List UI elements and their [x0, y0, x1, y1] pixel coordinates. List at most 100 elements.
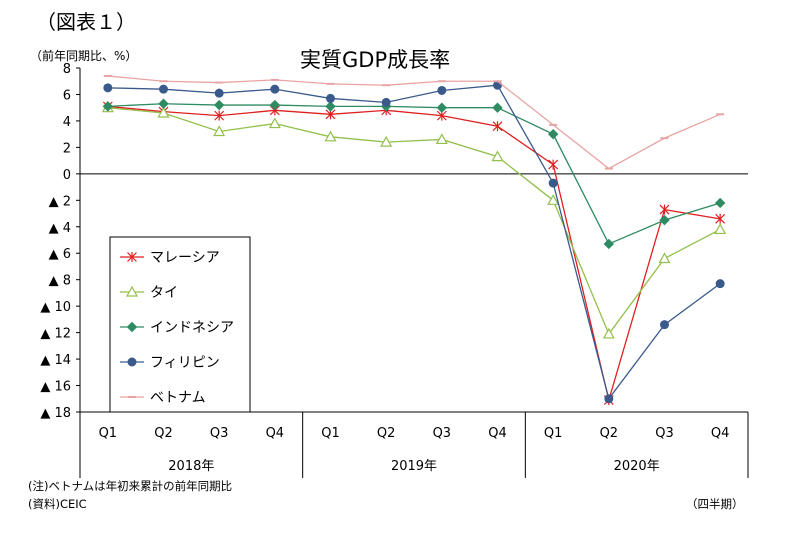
- year-group-label: 2018年: [168, 459, 214, 474]
- y-tick-label: ▲ 12: [40, 327, 71, 342]
- data-point: [715, 279, 725, 289]
- data-point: [714, 197, 726, 209]
- y-tick-label: 8: [63, 62, 71, 77]
- data-point: [715, 213, 726, 224]
- y-tick-label: ▲ 18: [40, 406, 71, 421]
- series-line: [107, 107, 721, 336]
- data-point: [659, 214, 670, 226]
- data-point: [492, 102, 503, 113]
- data-point: [603, 238, 615, 250]
- x-tick-label: Q4: [266, 426, 285, 441]
- data-point: [493, 80, 502, 90]
- data-point: [126, 321, 138, 333]
- data-point: [324, 130, 337, 142]
- data-point: [548, 159, 559, 170]
- footnote-source: (資料)CEIC: [28, 497, 87, 511]
- data-point: [326, 93, 335, 103]
- data-point: [658, 252, 671, 264]
- series-line: [107, 84, 721, 401]
- y-tick-label: ▲ 6: [49, 247, 71, 262]
- x-tick-label: Q1: [321, 426, 340, 441]
- y-tick-label: 2: [63, 141, 71, 156]
- data-point: [548, 178, 558, 188]
- legend-item: ベトナム: [120, 390, 206, 406]
- series-line: [107, 105, 721, 403]
- x-tick-label: Q4: [488, 426, 507, 441]
- y-tick-label: 6: [63, 88, 71, 103]
- legend-item: マレーシア: [120, 250, 220, 266]
- data-point: [269, 99, 281, 111]
- footnote-note: (注)ベトナムは年初来累計の前年同期比: [28, 479, 233, 493]
- series-circle: [103, 80, 725, 404]
- chart-axes: 8 6 4 2 0 ▲ 2 ▲ 4 ▲ 6 ▲ 8 ▲ 10 ▲ 12 ▲ 14 ▲ 16 ▲ 18 Q1 Q…: [40, 62, 749, 478]
- legend-label: ベトナム: [150, 390, 206, 406]
- x-tick-label: Q2: [154, 426, 173, 441]
- x-tick-label: Q2: [377, 426, 396, 441]
- y-tick-label: ▲ 10: [40, 300, 71, 315]
- x-tick-label: Q2: [600, 426, 619, 441]
- data-point: [103, 83, 113, 93]
- year-group-label: 2020年: [614, 459, 660, 474]
- data-point: [381, 97, 391, 107]
- y-tick-label: 0: [63, 168, 71, 183]
- data-point: [268, 117, 281, 129]
- y-tick-label: ▲ 4: [49, 221, 71, 236]
- series-asterisk: [102, 101, 726, 406]
- data-point: [270, 84, 280, 94]
- x-tick-label: Q3: [655, 426, 674, 441]
- legend-item: フィリピン: [120, 355, 220, 371]
- x-tick-label: Q1: [544, 426, 563, 441]
- data-point: [214, 110, 225, 121]
- series-dash: [103, 74, 725, 170]
- legend-label: インドネシア: [150, 320, 234, 336]
- period-label: （四半期）: [686, 497, 744, 511]
- y-tick-label: ▲ 16: [40, 380, 71, 395]
- data-point: [437, 85, 447, 95]
- data-point: [604, 394, 614, 404]
- data-point: [157, 106, 170, 118]
- y-tick-label: ▲ 14: [40, 353, 71, 368]
- data-point: [714, 223, 727, 235]
- x-tick-label: Q3: [433, 426, 452, 441]
- data-point: [602, 327, 615, 339]
- data-point: [547, 128, 559, 140]
- data-point: [159, 84, 168, 94]
- y-tick-label: 4: [63, 115, 71, 130]
- legend-item: インドネシア: [120, 320, 234, 336]
- legend-label: タイ: [150, 285, 178, 301]
- data-point: [102, 101, 114, 112]
- data-point: [436, 102, 448, 113]
- x-tick-label: Q1: [99, 426, 118, 441]
- data-point: [213, 99, 225, 111]
- x-tick-label: Q4: [711, 426, 730, 441]
- y-tick-label: ▲ 8: [49, 274, 71, 289]
- x-tick-label: Q3: [210, 426, 229, 441]
- data-point: [214, 88, 224, 98]
- data-point: [125, 285, 139, 297]
- data-point: [492, 121, 503, 132]
- data-point: [659, 204, 670, 215]
- data-point: [127, 252, 137, 262]
- y-tick-label: ▲ 2: [49, 194, 71, 209]
- series-line: [107, 103, 721, 245]
- chart-title: 実質GDP成長率: [300, 48, 451, 72]
- series-line: [107, 75, 721, 170]
- data-point: [158, 98, 169, 109]
- data-point: [491, 150, 504, 162]
- y-axis-unit-label: （前年同期比、%）: [30, 49, 138, 63]
- legend-item: タイ: [120, 285, 178, 301]
- year-group-label: 2019年: [391, 459, 437, 474]
- data-point: [127, 357, 137, 367]
- data-point: [380, 135, 393, 147]
- data-point: [547, 194, 560, 205]
- figure-label: （図表１）: [36, 10, 136, 34]
- legend-label: マレーシア: [150, 250, 220, 266]
- legend-label: フィリピン: [150, 355, 220, 371]
- series-diamond: [102, 98, 726, 250]
- data-point: [325, 101, 336, 112]
- series-triangle: [101, 101, 727, 339]
- chart-series: [101, 74, 727, 406]
- data-point: [660, 320, 669, 330]
